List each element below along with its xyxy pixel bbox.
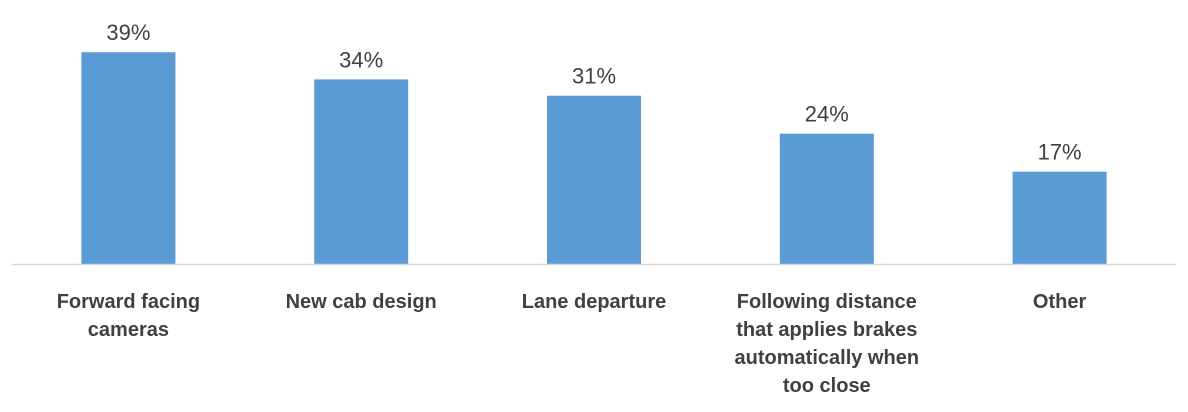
category-label-5: Other xyxy=(1033,291,1087,313)
bar-1 xyxy=(81,52,176,265)
category-labels-group: Forward facing cameras New cab design Lane … xyxy=(57,291,1087,397)
value-label-3: 31% xyxy=(572,64,616,89)
value-label-5: 17% xyxy=(1038,140,1082,165)
category-label-4-line-4: too close xyxy=(783,375,871,397)
bars-group xyxy=(81,52,1107,265)
value-label-1: 39% xyxy=(106,20,150,45)
bar-3 xyxy=(547,95,641,264)
category-label-5-line-1: Other xyxy=(1033,291,1087,313)
category-label-2: New cab design xyxy=(286,291,437,313)
category-label-1-line-2: cameras xyxy=(88,319,169,341)
category-label-3-line-1: Lane departure xyxy=(522,291,666,313)
category-label-4: Following distance that applies brakes aut… xyxy=(735,291,920,397)
value-label-4: 24% xyxy=(805,102,849,127)
bar-4 xyxy=(779,133,874,264)
category-label-4-line-3: automatically when xyxy=(735,347,920,369)
bar-5 xyxy=(1012,171,1107,264)
category-label-4-line-1: Following distance xyxy=(737,291,917,313)
category-label-1-line-1: Forward facing xyxy=(57,291,200,313)
category-label-4-line-2: that applies brakes xyxy=(736,319,917,341)
value-labels-group: 39% 34% 31% 24% 17% xyxy=(106,20,1082,165)
category-label-2-line-1: New cab design xyxy=(286,291,437,313)
value-label-2: 34% xyxy=(339,47,383,72)
bar-2 xyxy=(314,79,409,265)
category-label-1: Forward facing cameras xyxy=(57,291,200,341)
category-label-3: Lane departure xyxy=(522,291,666,313)
